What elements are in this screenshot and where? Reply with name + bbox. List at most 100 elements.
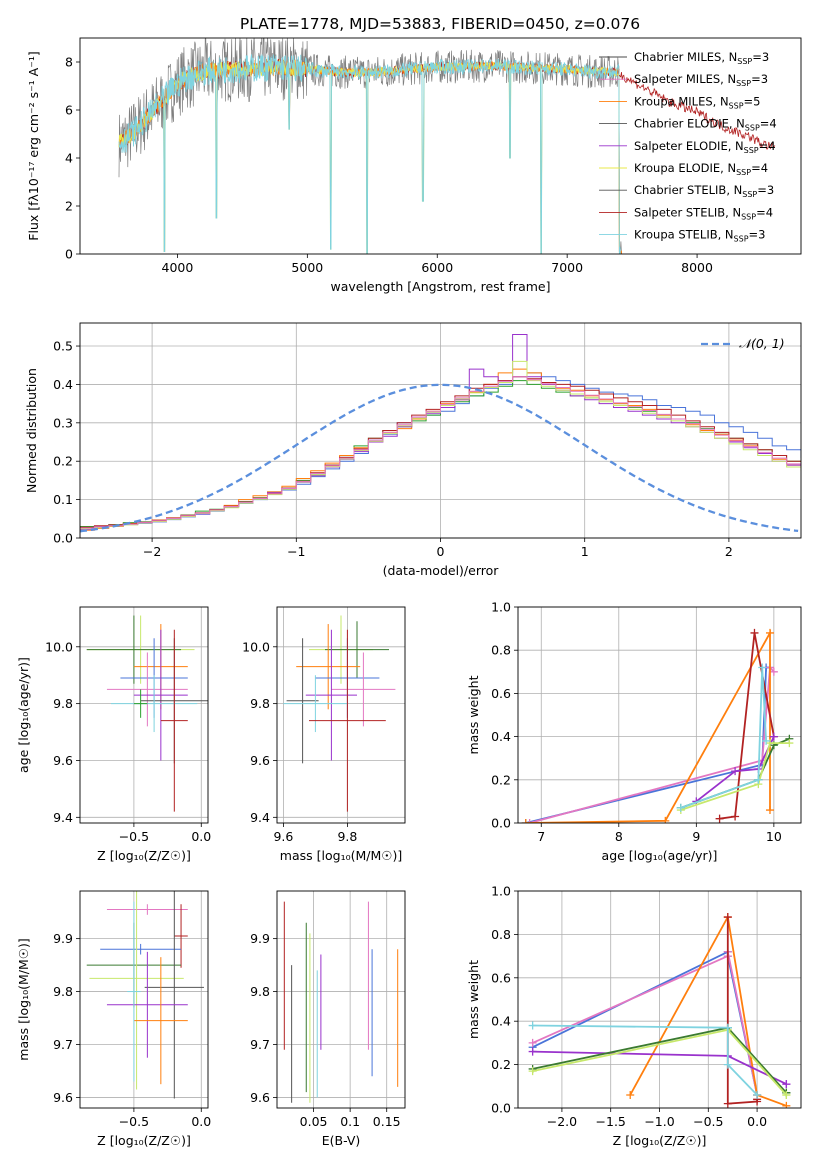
y-tick-label: 9.6	[250, 1090, 270, 1105]
weight-line	[525, 666, 770, 823]
spectrum-line	[118, 57, 622, 254]
legend-entry: Kroupa STELIB, NSSP=3	[634, 228, 765, 244]
x-axis-label: E(B-V)	[322, 1133, 361, 1148]
weight-marker	[723, 1060, 732, 1069]
spectrum-legend: Chabrier MILES, NSSP=3 Salpeter MILES, NS…	[599, 50, 777, 244]
y-tick-label: 9.6	[53, 753, 73, 768]
x-tick-label: 4000	[162, 260, 194, 275]
y-tick-label: 9.7	[250, 1037, 270, 1052]
y-tick-label: 8	[65, 55, 73, 70]
normal-legend-label: 𝒩(0, 1)	[739, 336, 785, 351]
weight-marker	[782, 1090, 791, 1099]
mass_vs_EBV-axes: 0.05 0.1 0.15 9.6 9.7 9.8 9.9 E(B-V)	[250, 891, 405, 1148]
y-tick-label: 9.9	[53, 931, 73, 946]
spectrum-lines	[118, 38, 776, 254]
weight-marker	[676, 803, 685, 812]
y-tick-label: 4	[65, 151, 73, 166]
x-tick-label: 0.0	[191, 1114, 211, 1129]
weight-line	[680, 742, 790, 811]
weight-marker	[765, 806, 774, 815]
weight-marker	[782, 1080, 791, 1089]
y-tick-label: 0.0	[53, 531, 73, 546]
axes-frame	[517, 890, 802, 1109]
legend-entry: Salpeter ELODIE, NSSP=4	[634, 139, 776, 155]
y-tick-label: 0	[65, 247, 73, 262]
y-axis-label: mass weight	[466, 675, 481, 754]
mass_vs_EBV-errorbars	[283, 901, 399, 1103]
x-tick-label: −1.5	[596, 1114, 626, 1129]
weight-marker	[758, 663, 767, 672]
weight-line	[525, 629, 771, 823]
y-tick-label: 0.0	[491, 816, 511, 831]
legend-entry: Kroupa ELODIE, NSSP=4	[634, 161, 768, 177]
x-axis-label: mass [log₁₀(M/M☉)]	[280, 848, 402, 863]
y-tick-label: 9.8	[53, 984, 73, 999]
histogram-series	[80, 334, 801, 538]
weight-marker	[769, 732, 778, 741]
x-tick-label: 1	[581, 544, 589, 559]
weight-marker	[661, 816, 670, 823]
y-tick-label: 0.5	[53, 339, 73, 354]
weight-line	[719, 632, 775, 820]
weight-marker	[753, 1090, 762, 1099]
weight-marker	[750, 628, 759, 637]
x-tick-label: −0.5	[693, 1114, 723, 1129]
x-tick-label: 7	[537, 829, 545, 844]
x-tick-label: 0.0	[747, 1114, 767, 1129]
age_vs_Z-axes: −0.5 0.0 9.4 9.6 9.8 10.0 Z [log₁₀(Z/Z☉)] age […	[16, 607, 211, 863]
figure-title: PLATE=1778, MJD=53883, FIBERID=0450, z=0…	[240, 15, 640, 33]
axes-frame	[79, 890, 209, 1109]
mass_vs_Z-axes: −0.5 0.0 9.6 9.7 9.8 9.9 Z [log₁₀(Z/Z☉)] mass […	[16, 891, 211, 1148]
y-tick-label: 0.3	[53, 415, 73, 430]
y-tick-label: 0.6	[491, 686, 511, 701]
y-tick-label: 0.4	[53, 377, 73, 392]
histogram-series	[80, 360, 801, 538]
x-tick-label: 7000	[551, 260, 583, 275]
histogram-series	[80, 376, 801, 538]
y-tick-label: 0.2	[491, 1057, 511, 1072]
histogram-series	[80, 376, 801, 538]
y-tick-label: 0.0	[491, 1101, 511, 1116]
residuals-axes: −2 −1 0 1 2 0.0 0.1 0.2 0.3 0.4 0.5 (data-model)/er…	[24, 323, 801, 578]
x-axis-label: wavelength [Angstrom, rest frame]	[330, 279, 550, 294]
weight-marker	[723, 1099, 732, 1108]
y-tick-label: 1.0	[491, 600, 511, 615]
y-tick-label: 2	[65, 199, 73, 214]
x-tick-label: −0.5	[119, 829, 149, 844]
y-tick-label: 9.8	[250, 696, 270, 711]
y-axis-label: mass [log₁₀(M/M☉)]	[16, 938, 31, 1060]
histogram-series	[80, 368, 801, 538]
x-tick-label: 8000	[681, 260, 713, 275]
weight-line	[680, 667, 767, 809]
age_vs_mass-errorbars	[283, 615, 396, 812]
axes-frame	[79, 322, 802, 539]
y-axis-label: Normed distribution	[24, 368, 39, 493]
x-tick-label: −0.5	[119, 1114, 149, 1129]
normal-curve	[80, 383, 799, 533]
x-tick-label: −1.0	[644, 1114, 674, 1129]
y-axis-label: Flux [fλ10⁻¹⁷ erg cm⁻² s⁻¹ A⁻¹]	[26, 51, 41, 240]
weight-line	[695, 736, 775, 803]
x-tick-label: 2	[725, 544, 733, 559]
y-tick-label: 0.8	[491, 927, 511, 942]
weight-marker	[521, 819, 530, 823]
y-tick-label: 0.2	[53, 454, 73, 469]
y-axis-label: age [log₁₀(age/yr)]	[16, 657, 31, 773]
x-tick-label: 5000	[291, 260, 323, 275]
axes-frame	[276, 606, 406, 824]
spectrum-line	[118, 54, 622, 254]
legend-entry: Salpeter STELIB, NSSP=4	[634, 205, 773, 221]
y-tick-label: 9.9	[250, 931, 270, 946]
y-tick-label: 9.4	[250, 810, 270, 825]
axes-frame	[276, 890, 406, 1109]
weight-marker	[723, 1023, 732, 1032]
y-tick-label: 0.6	[491, 970, 511, 985]
x-tick-label: 0.05	[300, 1114, 328, 1129]
y-tick-label: 10.0	[45, 639, 73, 654]
y-tick-label: 9.8	[250, 984, 270, 999]
axes-frame	[79, 606, 209, 824]
weight-marker	[731, 767, 740, 776]
x-tick-label: 10	[766, 829, 782, 844]
